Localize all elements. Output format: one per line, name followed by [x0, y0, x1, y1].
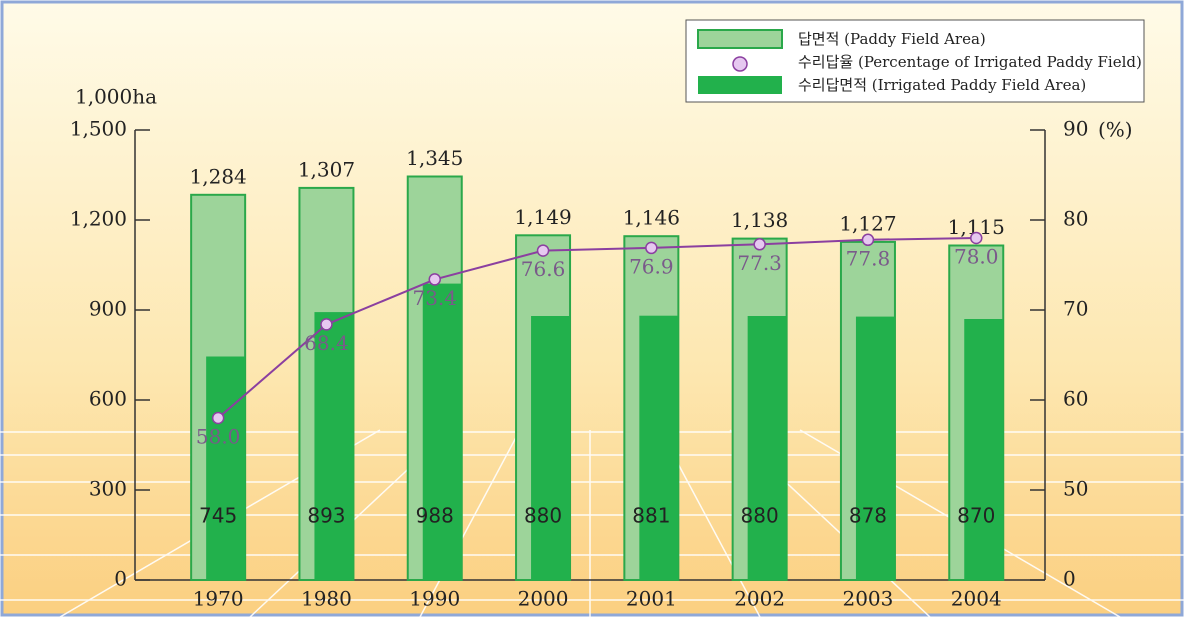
bar-label: 878 [849, 504, 887, 528]
bar-label: 1,149 [514, 205, 571, 229]
y-tick-label: 1,500 [70, 117, 127, 141]
y-axis-label: 1,000ha [75, 85, 157, 109]
legend-label: 수리답면적 (Irrigated Paddy Field Area) [798, 76, 1086, 94]
legend-label: 수리답율 (Percentage of Irrigated Paddy Fiel… [798, 53, 1142, 71]
point-label: 73.4 [412, 286, 457, 310]
point-label: 76.9 [629, 254, 674, 278]
point-label: 76.6 [521, 257, 566, 281]
point [753, 238, 766, 251]
y2-axis-label: (%) [1098, 118, 1133, 142]
x-tick-label: 2002 [734, 587, 785, 611]
point-label: 68.4 [304, 331, 349, 355]
bar-label: 1,345 [406, 146, 463, 170]
x-tick-label: 2004 [951, 587, 1002, 611]
bar [855, 316, 895, 580]
bar [531, 316, 571, 580]
y2-tick-label: 90 [1063, 117, 1088, 141]
bar-label: 1,146 [623, 206, 680, 230]
x-tick-label: 2003 [842, 587, 893, 611]
legend-swatch [732, 56, 748, 72]
bar-label: 1,284 [190, 164, 247, 188]
legend-swatch [698, 76, 782, 94]
point [861, 233, 875, 247]
y-tick-label: 600 [89, 387, 127, 411]
y2-tick-label: 60 [1063, 387, 1088, 411]
y-tick-label: 0 [114, 567, 127, 591]
bar-label: 870 [957, 504, 995, 528]
bar [747, 316, 787, 580]
point [211, 411, 225, 425]
bar-label: 881 [632, 504, 670, 528]
bar [639, 315, 679, 580]
y2-tick-label: 80 [1063, 207, 1088, 231]
point [645, 241, 658, 255]
x-tick-label: 1990 [409, 587, 460, 611]
legend-label: 답면적 (Paddy Field Area) [798, 30, 986, 48]
line [217, 237, 977, 419]
point-label: 77.3 [737, 251, 782, 275]
bar [314, 312, 354, 580]
y2-tick-label: 70 [1063, 297, 1088, 321]
point [536, 244, 550, 257]
bar [964, 319, 1004, 580]
bar [206, 356, 246, 580]
x-tick-label: 1970 [193, 587, 244, 611]
bar-label: 880 [524, 504, 562, 528]
x-tick-label: 2000 [518, 587, 569, 611]
bar-label: 1,127 [839, 211, 896, 235]
bar-label: 893 [307, 504, 345, 528]
y-tick-label: 1,200 [70, 207, 127, 231]
bar-label: 880 [741, 504, 779, 528]
point-label: 58.0 [196, 425, 241, 449]
point [428, 273, 441, 286]
bar-label: 988 [416, 504, 454, 528]
x-tick-label: 1980 [301, 587, 352, 611]
point [970, 231, 983, 245]
bar [422, 283, 462, 580]
point [320, 318, 333, 331]
y-tick-label: 300 [89, 477, 127, 501]
point-label: 77.8 [846, 246, 891, 270]
bar-label: 1,138 [731, 208, 788, 232]
bar-label: 1,307 [298, 157, 355, 181]
legend-swatch [697, 29, 783, 49]
y2-tick-label: 50 [1063, 477, 1088, 501]
y2-tick-label: 0 [1063, 567, 1076, 591]
point-label: 78.0 [954, 245, 999, 269]
bar-label: 745 [199, 504, 237, 528]
y-tick-label: 900 [89, 297, 127, 321]
x-tick-label: 2001 [626, 587, 677, 611]
